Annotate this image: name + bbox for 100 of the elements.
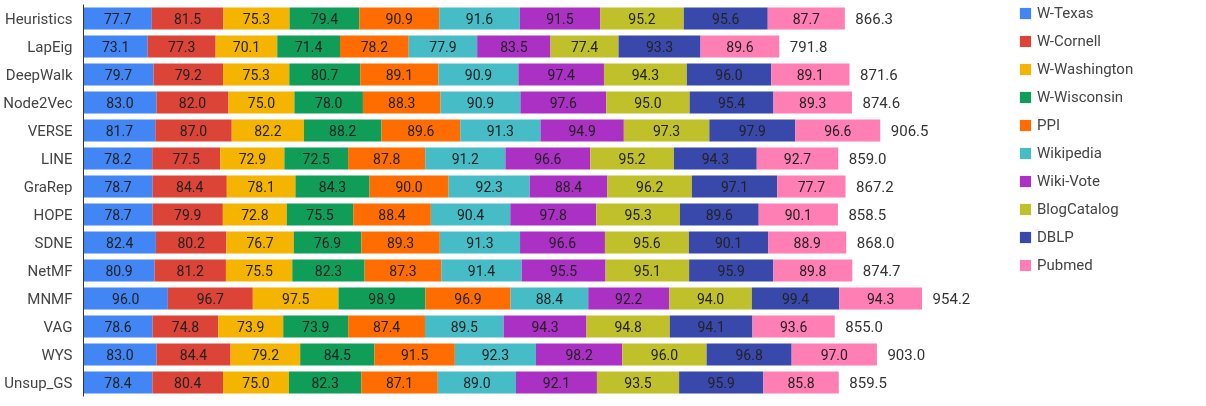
total-label: 791.8: [789, 38, 828, 56]
data-label: 96.9: [454, 291, 482, 307]
total-label: 874.7: [862, 262, 901, 280]
data-label: 76.9: [313, 235, 342, 251]
y-tick-label: MNMF: [27, 289, 73, 308]
y-tick-label: HOPE: [33, 205, 73, 224]
data-label: 97.5: [282, 291, 310, 307]
data-label: 93.3: [645, 39, 674, 55]
data-label: 80.4: [174, 375, 202, 391]
data-label: 77.7: [797, 179, 826, 195]
data-label: 75.5: [306, 207, 334, 223]
data-label: 94.3: [531, 319, 559, 335]
data-label: 77.5: [172, 151, 201, 167]
data-label: 97.4: [547, 67, 575, 83]
data-label: 89.0: [463, 375, 491, 391]
data-label: 91.2: [451, 151, 480, 167]
data-label: 97.9: [738, 123, 766, 139]
data-label: 84.4: [179, 347, 208, 363]
data-label: 82.2: [254, 123, 282, 139]
data-label: 90.1: [714, 235, 743, 251]
data-label: 95.6: [633, 235, 661, 251]
data-label: 95.6: [712, 11, 740, 27]
data-label: 95.1: [633, 263, 661, 279]
y-tick-label: NetMF: [27, 261, 73, 280]
data-label: 82.3: [314, 263, 343, 279]
total-label: 871.6: [860, 66, 898, 84]
data-label: 75.3: [242, 67, 270, 83]
data-label: 78.6: [104, 319, 132, 335]
data-label: 82.4: [106, 235, 134, 251]
data-label: 78.1: [247, 179, 275, 195]
data-label: 98.2: [565, 347, 593, 363]
bar: [777, 175, 846, 198]
data-label: 73.9: [302, 319, 330, 335]
data-label: 84.4: [176, 179, 204, 195]
data-label: 89.8: [799, 263, 827, 279]
legend-label: BlogCatalog: [1037, 200, 1119, 218]
data-label: 96.2: [636, 179, 664, 195]
data-label: 75.3: [242, 11, 271, 27]
data-label: 75.0: [242, 375, 270, 391]
y-tick-label: LapEig: [27, 37, 73, 56]
data-label: 87.0: [179, 123, 208, 139]
data-label: 81.5: [173, 11, 202, 27]
legend-label: Pubmed: [1037, 256, 1093, 274]
data-label: 92.3: [475, 179, 503, 195]
data-label: 72.9: [238, 151, 266, 167]
data-label: 77.4: [570, 39, 599, 55]
data-label: 94.0: [696, 291, 725, 307]
data-label: 72.5: [302, 151, 331, 167]
data-label: 78.7: [104, 207, 132, 223]
legend-label: W-Cornell: [1037, 32, 1101, 50]
data-label: 78.2: [104, 151, 132, 167]
data-label: 91.6: [465, 11, 494, 27]
data-label: 78.0: [315, 95, 343, 111]
legend-label: W-Texas: [1037, 4, 1094, 22]
legend-label: DBLP: [1037, 228, 1074, 246]
data-label: 97.8: [539, 207, 568, 223]
y-tick-label: DeepWalk: [5, 65, 73, 84]
data-label: 88.4: [378, 207, 406, 223]
data-label: 90.9: [466, 95, 495, 111]
total-label: 859.5: [849, 374, 887, 392]
total-label: 858.5: [848, 206, 887, 224]
y-tick-label: Unsup_GS: [4, 373, 73, 392]
data-label: 79.2: [174, 67, 203, 83]
data-label: 95.2: [628, 11, 656, 27]
data-label: 84.5: [323, 347, 352, 363]
data-label: 79.9: [174, 207, 202, 223]
y-tick-label: Node2Vec: [3, 93, 73, 112]
data-label: 92.2: [615, 291, 643, 307]
legend-label: PPI: [1037, 116, 1061, 134]
data-label: 94.3: [866, 291, 895, 307]
data-label: 78.7: [104, 179, 132, 195]
data-label: 91.4: [467, 263, 496, 279]
legend-label: W-Washington: [1037, 60, 1134, 78]
data-label: 94.1: [697, 319, 725, 335]
data-label: 89.3: [799, 95, 827, 111]
y-tick-label: WYS: [41, 345, 73, 364]
total-label: 906.5: [890, 122, 929, 140]
data-label: 77.7: [103, 11, 132, 27]
data-label: 82.3: [311, 375, 339, 391]
data-label: 88.3: [388, 95, 416, 111]
data-label: 96.0: [650, 347, 679, 363]
data-label: 76.7: [246, 235, 274, 251]
data-label: 90.4: [456, 207, 485, 223]
data-label: 96.0: [112, 291, 140, 307]
data-label: 88.9: [793, 235, 821, 251]
data-label: 80.2: [177, 235, 205, 251]
data-label: 72.8: [241, 207, 269, 223]
y-tick-label: Heuristics: [4, 9, 73, 28]
data-label: 80.7: [311, 67, 339, 83]
data-label: 78.4: [104, 375, 132, 391]
data-label: 71.4: [294, 39, 323, 55]
data-label: 96.6: [548, 235, 577, 251]
data-label: 94.3: [701, 151, 729, 167]
data-label: 75.0: [247, 95, 276, 111]
data-label: 90.9: [385, 11, 413, 27]
data-label: 89.3: [386, 235, 415, 251]
total-label: 859.0: [848, 150, 887, 168]
data-label: 97.3: [652, 123, 681, 139]
data-label: 95.0: [634, 95, 662, 111]
data-label: 91.3: [486, 123, 514, 139]
